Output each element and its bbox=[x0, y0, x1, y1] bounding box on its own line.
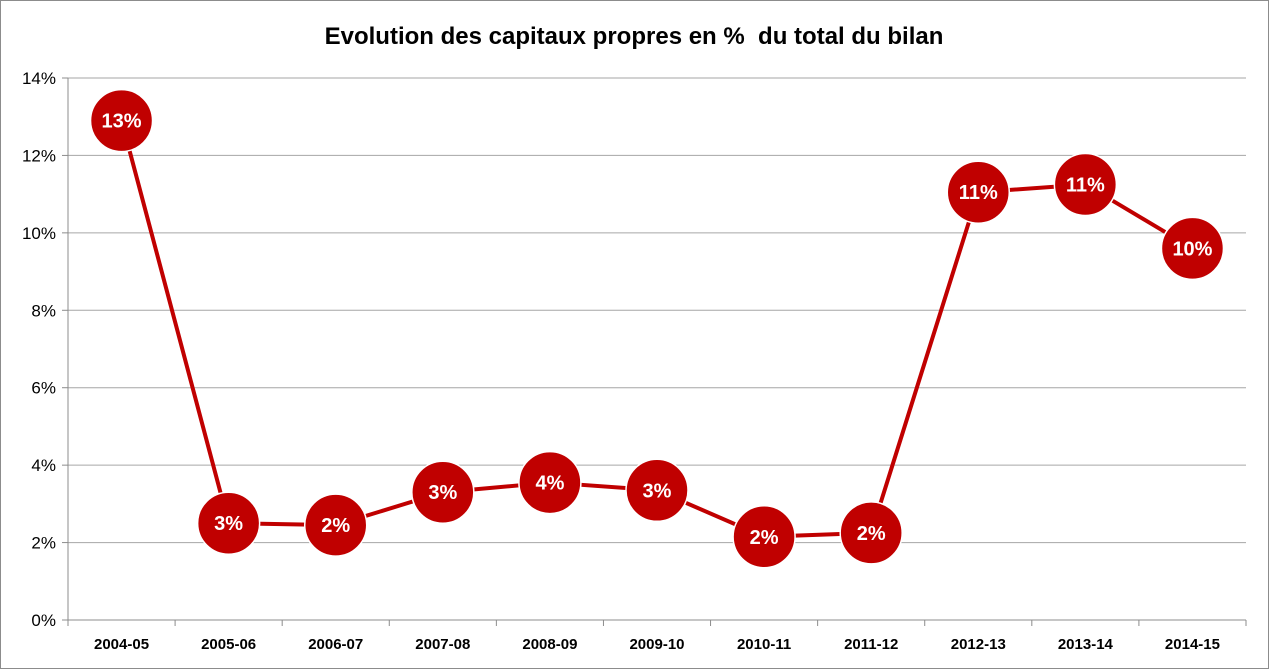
data-point-marker bbox=[518, 450, 582, 515]
data-point-marker bbox=[1160, 216, 1225, 281]
x-tick-label: 2007-08 bbox=[415, 636, 470, 653]
y-tick-label: 2% bbox=[31, 534, 56, 553]
data-label: 11% bbox=[1066, 174, 1105, 196]
chart-title: Evolution des capitaux propres en % du t… bbox=[325, 23, 944, 50]
data-label: 13% bbox=[102, 111, 142, 133]
data-label: 2% bbox=[321, 515, 350, 537]
y-tick-label: 12% bbox=[22, 146, 56, 165]
data-point-marker bbox=[303, 493, 368, 557]
x-tick-label: 2011-12 bbox=[844, 636, 898, 653]
data-label: 4% bbox=[535, 473, 564, 495]
y-axis-tick-labels: 0% 2% 4% 6% 8% 10% 12% 14% bbox=[22, 69, 56, 630]
data-labels: 13% 3% 2% 3% 4% 3% 2% 2% 11% 11% 10% bbox=[102, 111, 1213, 549]
data-label: 11% bbox=[959, 182, 998, 204]
x-tick-label: 2009-10 bbox=[629, 636, 684, 653]
data-label: 2% bbox=[857, 523, 886, 545]
y-tick-label: 4% bbox=[31, 456, 56, 475]
data-label: 10% bbox=[1172, 238, 1212, 260]
data-label: 3% bbox=[428, 482, 457, 504]
data-point-marker bbox=[732, 505, 796, 569]
data-point-marker bbox=[89, 88, 154, 153]
x-tick-label: 2005-06 bbox=[201, 636, 256, 653]
x-axis-tick-labels: 2004-05 2005-06 2006-07 2007-08 2008-09 2009-… bbox=[94, 636, 1220, 653]
data-markers bbox=[89, 88, 1225, 569]
x-tick-label: 2013-14 bbox=[1058, 636, 1114, 653]
data-point-marker bbox=[1053, 152, 1118, 217]
data-label: 3% bbox=[643, 480, 672, 502]
axes bbox=[62, 77, 1247, 626]
data-point-marker bbox=[839, 501, 903, 565]
y-tick-label: 8% bbox=[31, 301, 56, 320]
x-tick-label: 2006-07 bbox=[308, 636, 363, 653]
x-tick-label: 2008-09 bbox=[522, 636, 577, 653]
data-label: 3% bbox=[214, 513, 243, 535]
y-tick-label: 0% bbox=[31, 611, 56, 630]
y-tick-label: 10% bbox=[22, 224, 56, 243]
data-point-marker bbox=[625, 458, 689, 523]
y-tick-label: 6% bbox=[31, 379, 56, 398]
x-tick-label: 2014-15 bbox=[1165, 636, 1220, 653]
x-tick-label: 2004-05 bbox=[94, 636, 149, 653]
data-label: 2% bbox=[750, 527, 779, 549]
gridlines bbox=[68, 77, 1246, 544]
y-tick-label: 14% bbox=[22, 69, 56, 88]
data-point-marker bbox=[411, 460, 475, 524]
x-tick-label: 2012-13 bbox=[951, 636, 1006, 653]
data-point-marker bbox=[196, 491, 261, 555]
x-tick-label: 2010-11 bbox=[737, 636, 791, 653]
data-point-marker bbox=[946, 160, 1011, 224]
